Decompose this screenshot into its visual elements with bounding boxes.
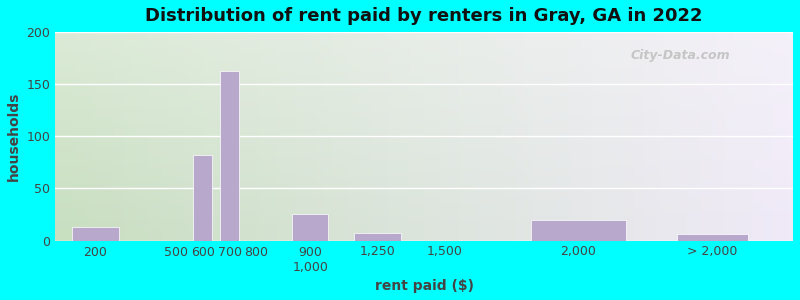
Bar	[531, 220, 626, 241]
Bar	[354, 233, 401, 241]
Bar	[293, 214, 328, 241]
Bar	[677, 234, 748, 241]
Title: Distribution of rent paid by renters in Gray, GA in 2022: Distribution of rent paid by renters in …	[146, 7, 703, 25]
Bar	[220, 70, 239, 241]
Bar	[194, 155, 212, 241]
X-axis label: rent paid ($): rent paid ($)	[374, 279, 474, 293]
Bar	[72, 227, 119, 241]
Text: City-Data.com: City-Data.com	[630, 49, 730, 62]
Y-axis label: households: households	[7, 92, 21, 181]
